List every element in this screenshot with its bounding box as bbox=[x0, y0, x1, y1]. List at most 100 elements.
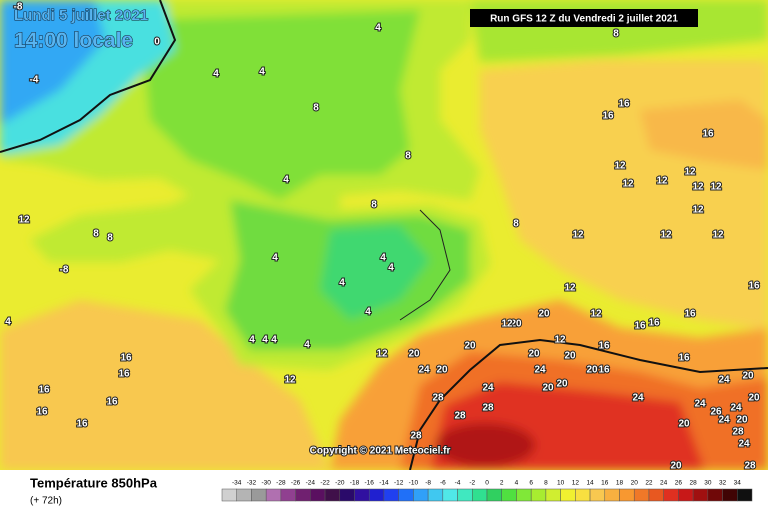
colorbar-tick-label: -30 bbox=[261, 480, 271, 487]
contour-label: 16 bbox=[598, 365, 610, 376]
color-box bbox=[575, 488, 591, 502]
contour-label: 16 bbox=[678, 353, 690, 364]
contour-label: 16 bbox=[106, 397, 118, 408]
contour-label: 24 bbox=[718, 375, 730, 386]
contour-label: 12 bbox=[564, 283, 576, 294]
color-box bbox=[324, 488, 341, 502]
legend-title: Température 850hPa bbox=[30, 475, 158, 490]
contour-label: 4 bbox=[375, 23, 381, 34]
contour-label: 26 bbox=[710, 407, 722, 418]
contour-label: 16 bbox=[648, 318, 660, 329]
color-box bbox=[221, 488, 237, 502]
color-box bbox=[280, 488, 296, 502]
colorbar-tick-label: -4 bbox=[455, 480, 461, 487]
colorbar-tick-label: 18 bbox=[616, 480, 624, 487]
colorbar-tick-label: 12 bbox=[572, 480, 580, 487]
color-box bbox=[427, 488, 444, 502]
contour-label: 12 bbox=[572, 230, 584, 241]
contour-label: 4 bbox=[388, 263, 394, 274]
contour-label: 12 bbox=[692, 205, 704, 216]
contour-label: 28 bbox=[410, 431, 422, 442]
contour-label: 8 bbox=[93, 229, 99, 240]
color-box bbox=[295, 488, 311, 502]
color-box bbox=[663, 488, 679, 502]
contour-label: 24 bbox=[738, 439, 750, 450]
colorbar-tick-label: -10 bbox=[409, 480, 419, 487]
contour-label: 20 bbox=[538, 309, 550, 320]
color-box bbox=[472, 488, 488, 502]
contour-label: 8 bbox=[313, 103, 319, 114]
contour-label: 12 bbox=[614, 161, 626, 172]
color-box bbox=[530, 488, 547, 502]
color-box bbox=[236, 488, 252, 502]
contour-label: 16 bbox=[748, 281, 760, 292]
color-box bbox=[589, 488, 606, 502]
color-box bbox=[707, 488, 723, 502]
color-box bbox=[442, 488, 458, 502]
contour-label: 12 bbox=[18, 215, 30, 226]
contour-label: 12 bbox=[712, 230, 724, 241]
contour-label: 20 bbox=[586, 365, 598, 376]
forecast-date: Lundi 5 juillet 2021 bbox=[14, 7, 148, 24]
contour-label: 4 bbox=[339, 278, 345, 289]
contour-label: 4 bbox=[271, 335, 277, 346]
contour-label: 20 bbox=[736, 415, 748, 426]
color-box bbox=[265, 488, 282, 502]
color-box bbox=[251, 488, 267, 502]
colorbar-tick-label: -34 bbox=[232, 480, 242, 487]
contour-label: 16 bbox=[598, 341, 610, 352]
contour-label: 20 bbox=[464, 341, 476, 352]
color-box bbox=[310, 488, 326, 502]
color-box bbox=[368, 488, 385, 502]
contour-label: 20 bbox=[556, 379, 568, 390]
color-box bbox=[501, 488, 517, 502]
run-box bbox=[470, 9, 698, 27]
colorbar-tick-label: 8 bbox=[544, 480, 548, 487]
contour-label: 20 bbox=[436, 365, 448, 376]
colorbar-tick-label: 6 bbox=[529, 480, 533, 487]
contour-label: 8 bbox=[613, 29, 619, 40]
colorbar-tick-label: 22 bbox=[645, 480, 653, 487]
contour-label: 24 bbox=[632, 393, 644, 404]
copyright: Copyright © 2021 Meteociel.fr bbox=[310, 446, 451, 457]
colorbar-tick-label: 34 bbox=[734, 480, 742, 487]
temperature-field bbox=[0, 0, 768, 471]
colorbar: -34 -32 -30 -28 -26 -24 -22 -20 -18 -16 -14 -12 -10-… bbox=[221, 480, 753, 502]
color-box bbox=[413, 488, 429, 502]
colorbar-tick-label: -20 bbox=[335, 480, 345, 487]
contour-label: 24 bbox=[730, 403, 742, 414]
colorbar-tick-label: -12 bbox=[394, 480, 404, 487]
contour-label: 28 bbox=[732, 427, 744, 438]
contour-label: 28 bbox=[454, 411, 466, 422]
color-box bbox=[633, 488, 650, 502]
colorbar-tick-label: -6 bbox=[440, 480, 446, 487]
colorbar-tick-label: -32 bbox=[247, 480, 257, 487]
contour-label: 12 bbox=[660, 230, 672, 241]
contour-label: 12 bbox=[284, 375, 296, 386]
colorbar-tick-label: -28 bbox=[276, 480, 286, 487]
colorbar-tick-label: 2 bbox=[500, 480, 504, 487]
contour-label: 8 bbox=[405, 151, 411, 162]
contour-label: 24 bbox=[718, 415, 730, 426]
color-box bbox=[457, 488, 473, 502]
contour-label: 4 bbox=[272, 253, 278, 264]
color-box bbox=[354, 488, 370, 502]
forecast-time: 14:00 locale bbox=[14, 29, 133, 52]
contour-label: -4 bbox=[30, 75, 39, 86]
contour-label: 4 bbox=[262, 335, 268, 346]
contour-label: 4 bbox=[259, 67, 265, 78]
contour-label: 16 bbox=[684, 309, 696, 320]
contour-label: 20 bbox=[528, 349, 540, 360]
contour-label: 20 bbox=[564, 351, 576, 362]
contour-label: 16 bbox=[702, 129, 714, 140]
contour-label: 20 bbox=[742, 371, 754, 382]
colorbar-tick-label: 30 bbox=[704, 480, 712, 487]
contour-label: 12 bbox=[656, 176, 668, 187]
colorbar-tick-label: 32 bbox=[719, 480, 727, 487]
contour-label: 28 bbox=[432, 393, 444, 404]
color-box bbox=[604, 488, 620, 502]
colorbar-tick-label: -22 bbox=[320, 480, 330, 487]
color-box bbox=[516, 488, 532, 502]
contour-label: 20 bbox=[510, 319, 522, 330]
